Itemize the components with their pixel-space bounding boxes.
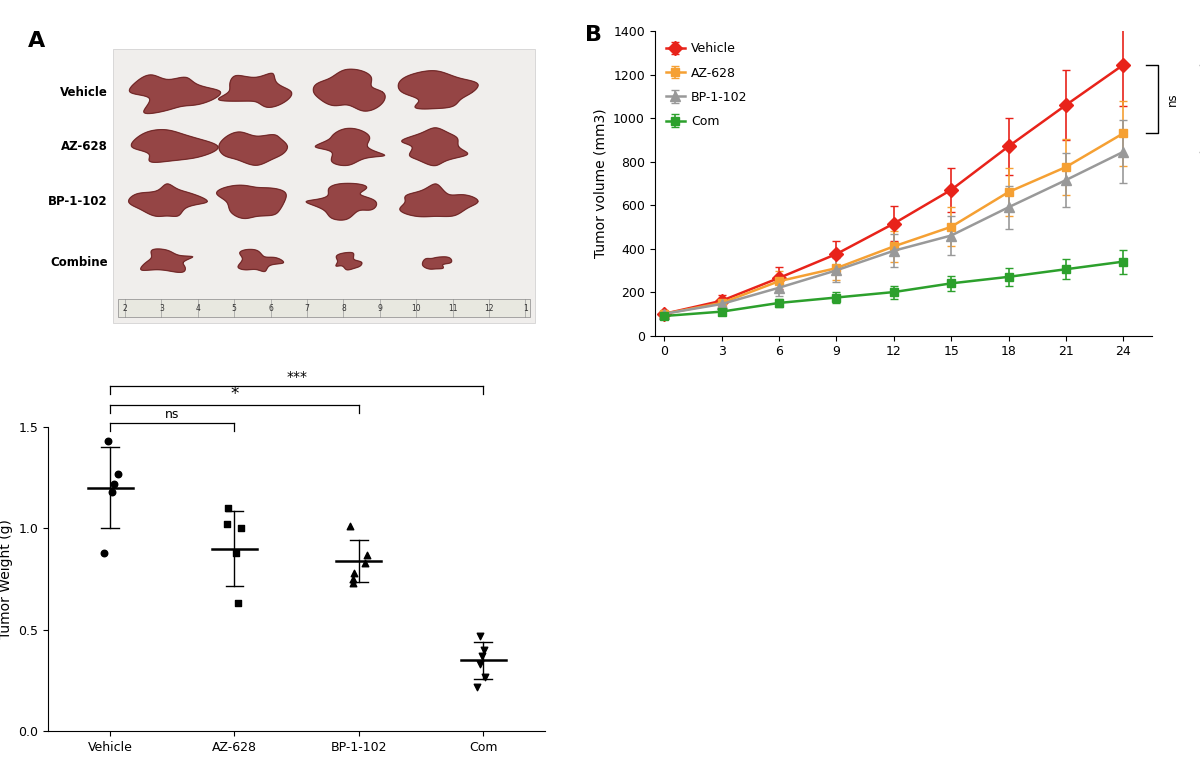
Text: 12: 12 (485, 303, 493, 313)
Point (108, 468, 127, 480)
Point (227, 546, 246, 559)
Polygon shape (218, 73, 292, 107)
Text: Combine: Combine (50, 256, 108, 269)
Point (341, 520, 360, 533)
Point (217, 518, 236, 531)
Polygon shape (336, 253, 362, 270)
Polygon shape (238, 250, 283, 272)
Text: A: A (28, 31, 46, 51)
FancyBboxPatch shape (118, 299, 530, 317)
Point (218, 502, 238, 514)
Point (470, 658, 490, 671)
Text: 8: 8 (341, 303, 346, 313)
Point (470, 629, 490, 642)
Text: ***: *** (286, 370, 307, 384)
Polygon shape (422, 257, 451, 269)
Text: 7: 7 (305, 303, 310, 313)
Text: 4: 4 (196, 303, 200, 313)
Polygon shape (218, 132, 287, 165)
Polygon shape (398, 71, 478, 109)
Polygon shape (402, 128, 468, 166)
Polygon shape (128, 184, 208, 216)
Text: BP-1-102: BP-1-102 (48, 195, 108, 208)
Point (467, 681, 486, 693)
Point (473, 650, 492, 662)
Text: 10: 10 (412, 303, 421, 313)
Polygon shape (316, 128, 384, 166)
Polygon shape (140, 249, 192, 272)
Polygon shape (306, 184, 377, 220)
Polygon shape (131, 130, 218, 163)
Text: AZ-628: AZ-628 (61, 140, 108, 153)
Point (343, 577, 362, 590)
Legend: Vehicle, AZ-628, BP-1-102, Com: Vehicle, AZ-628, BP-1-102, Com (661, 37, 752, 133)
Text: *: * (230, 384, 239, 402)
Text: 2: 2 (122, 303, 127, 313)
Text: 9: 9 (377, 303, 383, 313)
Point (95, 546, 114, 559)
Text: 6: 6 (269, 303, 274, 313)
Point (358, 548, 377, 561)
Text: Vehicle: Vehicle (60, 86, 108, 99)
Point (104, 478, 124, 490)
Point (228, 598, 247, 610)
Text: B: B (586, 25, 602, 45)
FancyBboxPatch shape (113, 49, 535, 324)
Polygon shape (130, 75, 221, 114)
Point (474, 644, 493, 657)
Text: 11: 11 (448, 303, 457, 313)
Y-axis label: Tumor Weight (g): Tumor Weight (g) (0, 519, 13, 639)
Polygon shape (313, 69, 385, 111)
Text: 1: 1 (523, 303, 528, 313)
Text: ns: ns (166, 408, 180, 421)
Point (98, 435, 118, 447)
Polygon shape (217, 185, 286, 219)
Y-axis label: Tumor volume (mm3): Tumor volume (mm3) (594, 108, 607, 258)
Point (232, 522, 251, 534)
Text: ns: ns (1165, 93, 1178, 106)
Polygon shape (400, 184, 478, 217)
Point (475, 671, 494, 683)
Point (344, 567, 364, 580)
Point (102, 485, 121, 498)
Text: 5: 5 (232, 303, 236, 313)
Point (355, 556, 374, 569)
Point (343, 573, 362, 585)
Text: 3: 3 (160, 303, 164, 313)
